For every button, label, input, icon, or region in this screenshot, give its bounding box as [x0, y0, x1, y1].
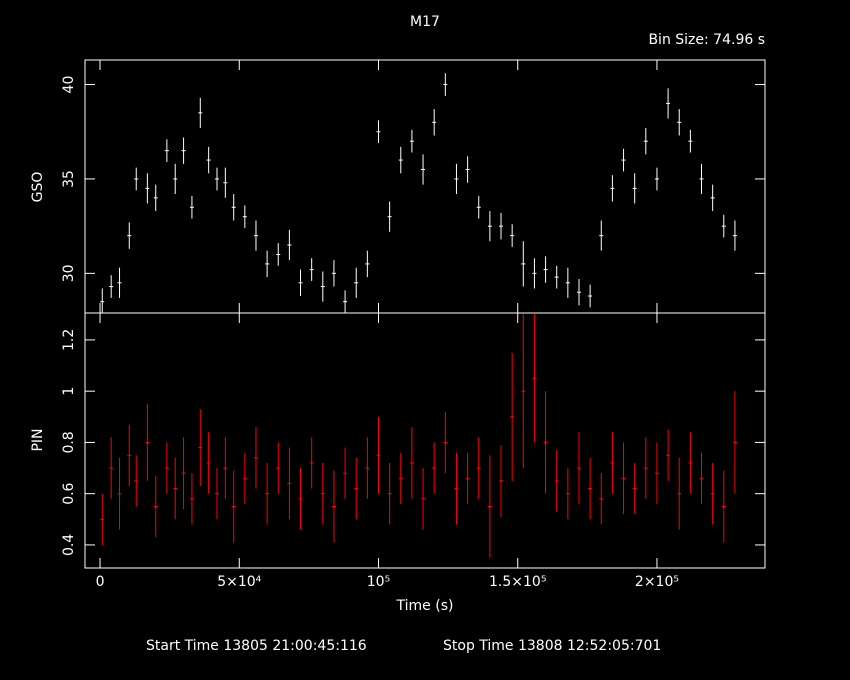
x-tick-label: 10⁵ — [367, 574, 390, 590]
x-tick-label: 0 — [96, 574, 105, 590]
panel-frame — [84, 59, 766, 314]
y-tick-label: 35 — [61, 170, 77, 188]
panel-frame — [84, 312, 766, 569]
y-axis-label: GSO — [30, 172, 46, 203]
chart-title: M17 — [410, 14, 440, 30]
x-tick-label: 1.5×10⁵ — [489, 574, 546, 590]
y-tick-label: 0.6 — [61, 482, 77, 504]
y-tick-label: 0.8 — [61, 431, 77, 453]
start-time: Start Time 13805 21:00:45:116 — [146, 638, 367, 654]
y-tick-label: 1.2 — [61, 329, 77, 351]
x-tick-label: 2×10⁵ — [635, 574, 679, 590]
series — [100, 314, 737, 558]
stop-time: Stop Time 13808 12:52:05:701 — [443, 638, 661, 654]
x-tick-label: 5×10⁴ — [217, 574, 261, 590]
y-axis-label: PIN — [30, 428, 46, 451]
x-axis-label: Time (s) — [396, 598, 454, 614]
y-tick-label: 0.4 — [61, 534, 77, 556]
subtitle: Bin Size: 74.96 s — [648, 32, 765, 48]
y-tick-label: 40 — [61, 76, 77, 94]
y-tick-label: 30 — [61, 264, 77, 282]
y-tick-label: 1 — [61, 387, 77, 396]
series — [100, 73, 737, 313]
